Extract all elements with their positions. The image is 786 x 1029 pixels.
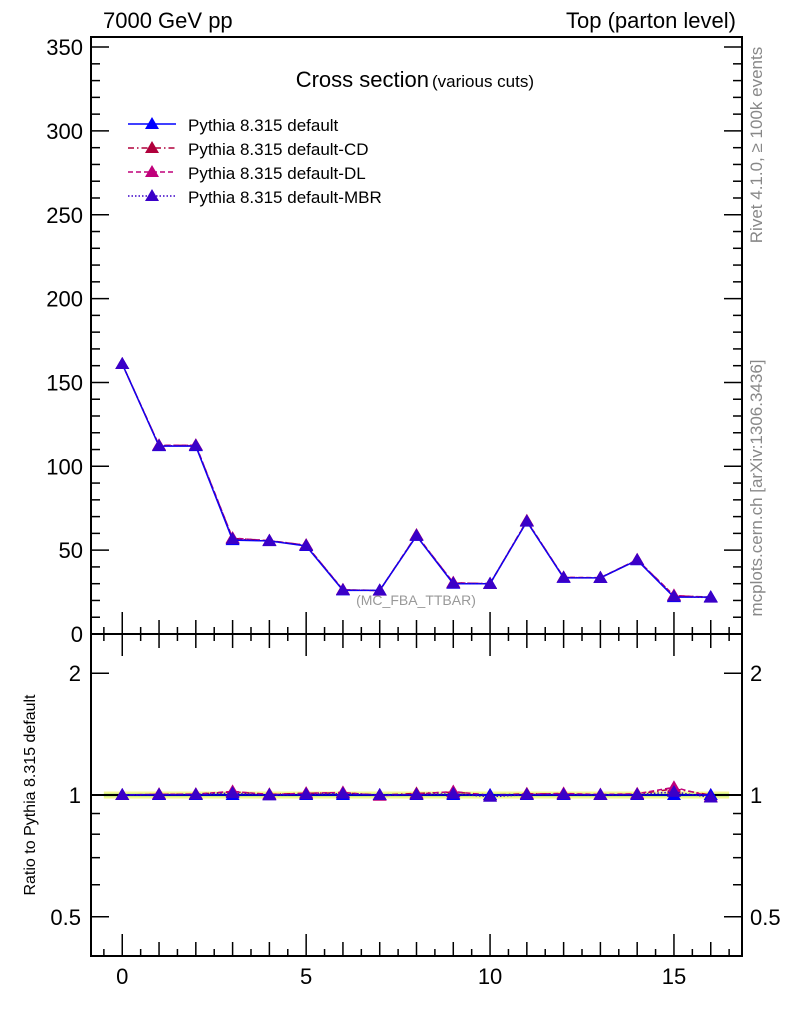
main-plot: 0 50 100 150 200 250 300 350 xyxy=(46,35,743,956)
chart-subtitle: (various cuts) xyxy=(432,72,534,91)
watermark: (MC_FBA_TTBAR) xyxy=(356,592,476,608)
x-tick-label: 5 xyxy=(300,964,312,989)
data-point xyxy=(703,590,718,603)
ratio-point xyxy=(519,787,534,800)
y-tick-label: 0 xyxy=(71,622,83,647)
data-point xyxy=(115,357,130,370)
ratio-point xyxy=(115,788,130,800)
data-point xyxy=(593,570,608,583)
ratio-point xyxy=(372,788,387,800)
legend-marker xyxy=(145,117,159,129)
legend-label: Pythia 8.315 default xyxy=(188,116,339,135)
data-point xyxy=(630,553,645,566)
data-point xyxy=(409,528,424,541)
y-tick-label: 300 xyxy=(46,119,83,144)
data-point xyxy=(446,576,461,589)
ratio-plot: 0 5 10 15 0.5 0.5 1 1 2 2 xyxy=(50,633,781,989)
legend-marker xyxy=(145,141,159,153)
ratio-point xyxy=(446,786,461,799)
data-point xyxy=(335,583,350,596)
data-point xyxy=(188,438,203,451)
header-right: Top (parton level) xyxy=(566,8,736,33)
data-point xyxy=(372,583,387,596)
y-tick-label: 350 xyxy=(46,35,83,60)
ratio-y-tick-label: 0.5 xyxy=(50,905,81,930)
x-tick-label: 10 xyxy=(478,964,502,989)
ratio-point xyxy=(409,787,424,800)
ratio-y-tick-label: 2 xyxy=(69,661,81,686)
ratio-y-tick-label-right: 0.5 xyxy=(750,905,781,930)
header-left: 7000 GeV pp xyxy=(103,8,233,33)
ratio-point xyxy=(556,787,571,800)
x-tick-label: 15 xyxy=(662,964,686,989)
ratio-point xyxy=(666,784,681,797)
y-tick-label: 200 xyxy=(46,287,83,312)
legend-label: Pythia 8.315 default-CD xyxy=(188,140,369,159)
ratio-ylabel: Ratio to Pythia 8.315 default xyxy=(22,694,39,896)
legend-label: Pythia 8.315 default-DL xyxy=(188,164,366,183)
data-point xyxy=(299,538,314,551)
data-point xyxy=(556,570,571,583)
y-tick-label: 250 xyxy=(46,203,83,228)
ratio-point xyxy=(262,788,277,801)
ratio-point xyxy=(335,786,350,799)
y-tick-label: 150 xyxy=(46,370,83,395)
series-line-3 xyxy=(121,363,711,599)
legend-label: Pythia 8.315 default-MBR xyxy=(188,188,382,207)
ratio-point xyxy=(630,787,645,800)
legend: Pythia 8.315 default Pythia 8.315 default… xyxy=(128,116,382,207)
legend-marker xyxy=(145,189,159,201)
ratio-y-tick-label-right: 1 xyxy=(750,783,762,808)
x-tick-label: 0 xyxy=(116,964,128,989)
ratio-point xyxy=(188,787,203,800)
ratio-y-tick-label-right: 2 xyxy=(750,661,762,686)
data-point xyxy=(225,532,240,545)
ratio-point xyxy=(152,787,167,800)
ratio-point xyxy=(299,787,314,800)
chart-title: Cross section xyxy=(296,67,429,92)
y-tick-label: 100 xyxy=(46,454,83,479)
data-point xyxy=(519,514,534,527)
mcplots-label: mcplots.cern.ch [arXiv:1306.3436] xyxy=(747,359,766,616)
series-line-2 xyxy=(121,363,711,599)
ratio-y-tick-label: 1 xyxy=(69,783,81,808)
data-point xyxy=(152,438,167,451)
ratio-point xyxy=(593,788,608,800)
data-point xyxy=(483,576,498,589)
ratio-point xyxy=(483,789,498,802)
y-tick-label: 50 xyxy=(59,538,83,563)
legend-marker xyxy=(145,165,159,177)
ratio-point xyxy=(703,790,718,803)
data-point xyxy=(666,589,681,602)
data-point xyxy=(262,534,277,547)
ratio-point xyxy=(225,786,240,799)
rivet-label: Rivet 4.1.0, ≥ 100k events xyxy=(747,47,766,243)
